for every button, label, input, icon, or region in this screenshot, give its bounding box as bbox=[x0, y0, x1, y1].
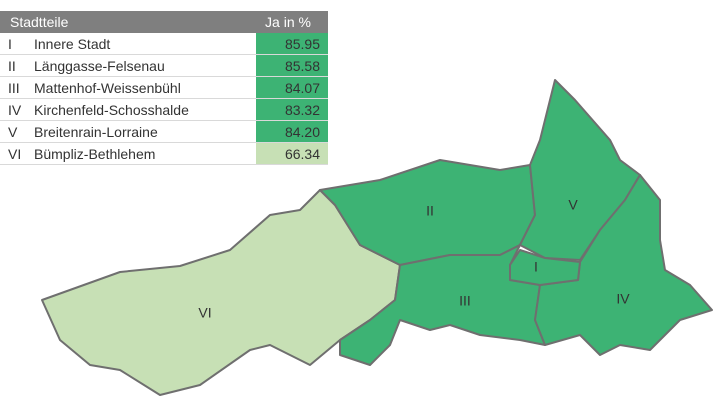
table: Stadtteile Ja in % I Innere Stadt 85.95 II L… bbox=[0, 11, 328, 165]
code-cell: V bbox=[8, 123, 18, 140]
name-cell: Mattenhof-Weissenbühl bbox=[34, 79, 181, 96]
table-row: VI Bümpliz-Bethlehem 66.34 bbox=[0, 143, 328, 165]
region-label: IV bbox=[616, 291, 630, 307]
code-cell: II bbox=[8, 57, 16, 74]
region bbox=[339, 244, 546, 366]
table-row: V Breitenrain-Lorraine 84.20 bbox=[0, 121, 328, 143]
value-cell: 66.34 bbox=[256, 143, 328, 164]
name-cell: Kirchenfeld-Schosshalde bbox=[34, 101, 189, 118]
table-header: Stadtteile Ja in % bbox=[0, 11, 328, 33]
value-cell: 85.58 bbox=[256, 55, 328, 76]
name-cell: Breitenrain-Lorraine bbox=[34, 123, 158, 140]
header-cell: Stadtteile bbox=[10, 14, 69, 30]
table-row: I Innere Stadt 85.95 bbox=[0, 33, 328, 55]
code-cell: III bbox=[8, 79, 20, 96]
name-cell: Länggasse-Felsenau bbox=[34, 57, 165, 74]
code-cell: IV bbox=[8, 101, 22, 118]
name-cell: Bümpliz-Bethlehem bbox=[34, 145, 156, 162]
header-cell: Ja in % bbox=[265, 14, 311, 30]
value-cell: 84.07 bbox=[256, 77, 328, 98]
region-label: III bbox=[459, 293, 471, 309]
table-row: II Länggasse-Felsenau 85.58 bbox=[0, 55, 328, 77]
region-label: VI bbox=[198, 305, 211, 321]
region-label: I bbox=[534, 259, 538, 275]
code-cell: VI bbox=[8, 145, 22, 162]
table-row: III Mattenhof-Weissenbühl 84.07 bbox=[0, 77, 328, 99]
code-cell: I bbox=[8, 35, 12, 52]
value-cell: 85.95 bbox=[256, 33, 328, 54]
region-label: II bbox=[426, 203, 434, 219]
region-label: V bbox=[568, 197, 578, 213]
table-row: IV Kirchenfeld-Schosshalde 83.32 bbox=[0, 99, 328, 121]
value-cell: 84.20 bbox=[256, 121, 328, 142]
value-cell: 83.32 bbox=[256, 99, 328, 120]
region bbox=[509, 249, 581, 286]
name-cell: Innere Stadt bbox=[34, 35, 111, 52]
